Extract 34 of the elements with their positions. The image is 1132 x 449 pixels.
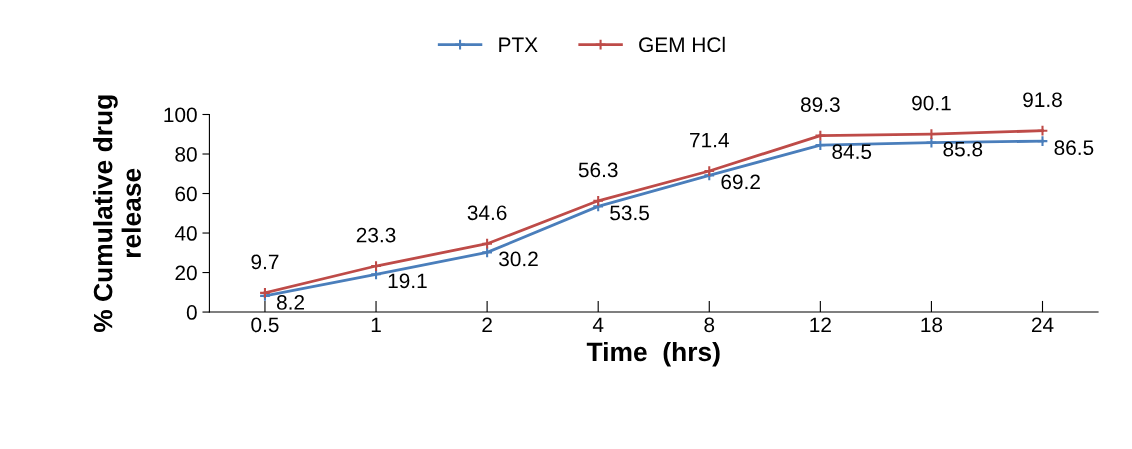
data-label: 85.8	[943, 141, 983, 157]
x-tick-label: 1	[371, 317, 381, 333]
x-tick-label: 8	[704, 317, 715, 333]
data-label: 23.3	[356, 227, 396, 243]
data-label: 89.3	[800, 97, 840, 113]
y-tick-label: 20	[175, 265, 197, 281]
y-tick-label: 40	[174, 226, 197, 241]
x-tick-label: 4	[592, 317, 604, 333]
data-label: 69.2	[721, 174, 760, 190]
y-tick-label: 100	[164, 107, 197, 123]
data-label: 19.1	[388, 273, 427, 289]
y-tick-label: 60	[175, 186, 197, 202]
x-tick-label: 2	[482, 317, 492, 333]
x-axis-title: Time (hrs)	[586, 341, 720, 367]
data-label: 84.5	[832, 144, 872, 160]
data-label: 9.7	[251, 254, 279, 270]
data-label: 86.5	[1054, 140, 1094, 156]
data-label: 91.8	[1023, 92, 1062, 108]
x-tick-label: 18	[921, 317, 943, 333]
legend-label: PTX	[499, 37, 538, 52]
x-tick-label: 0.5	[251, 317, 279, 333]
data-label: 56.3	[578, 162, 618, 178]
y-axis-title: % Cumulative drug release	[93, 95, 141, 333]
y-tick-label: 0	[186, 305, 197, 320]
data-label: 34.6	[467, 205, 507, 221]
y-tick-label: 80	[175, 147, 197, 162]
x-tick-label: 12	[810, 317, 831, 333]
x-tick-label: 24	[1031, 317, 1054, 333]
data-label: 53.5	[610, 205, 649, 221]
data-label: 8.2	[276, 295, 304, 310]
data-label: 90.1	[912, 95, 951, 111]
legend-label: GEM HCl	[639, 36, 725, 53]
data-label: 71.4	[690, 132, 729, 148]
data-label: 30.2	[499, 251, 538, 267]
